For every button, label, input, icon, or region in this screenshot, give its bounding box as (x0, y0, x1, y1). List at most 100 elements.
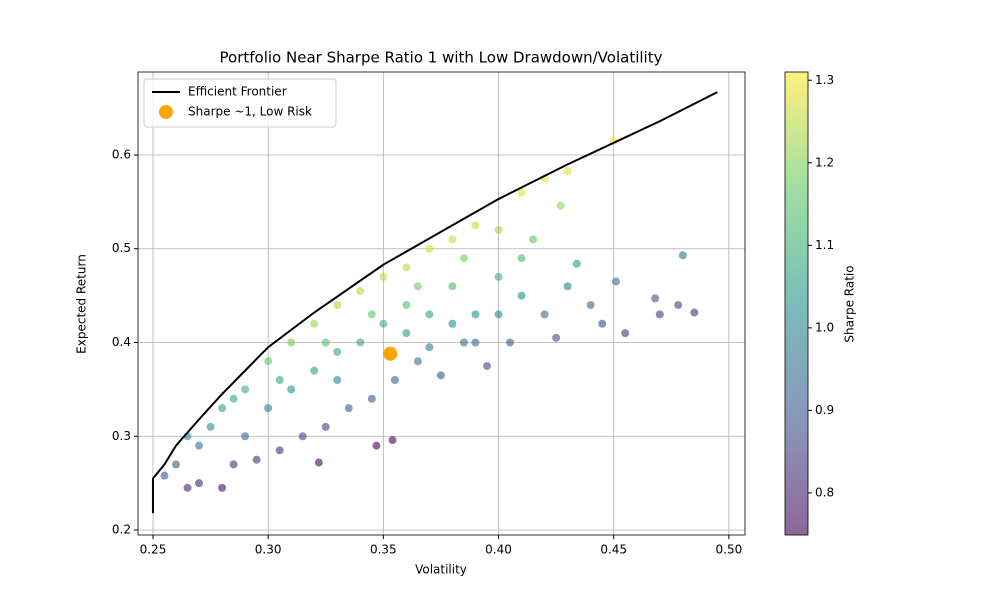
legend-label: Efficient Frontier (188, 85, 287, 99)
portfolio-point (229, 394, 238, 403)
portfolio-point (264, 404, 273, 413)
portfolio-point (356, 286, 365, 295)
portfolio-point (379, 272, 388, 281)
portfolio-point (287, 385, 296, 394)
portfolio-point (448, 319, 457, 328)
portfolio-point (310, 319, 319, 328)
portfolio-point (425, 310, 434, 319)
chart-title: Portfolio Near Sharpe Ratio 1 with Low D… (220, 49, 663, 67)
portfolio-point (344, 404, 353, 413)
portfolio-point (413, 282, 422, 291)
portfolio-point (598, 319, 607, 328)
portfolio-point (494, 272, 503, 281)
portfolio-point (425, 343, 434, 352)
portfolio-point (621, 329, 630, 338)
portfolio-point (529, 235, 538, 244)
portfolio-point (241, 432, 250, 441)
y-tick-label: 0.2 (112, 523, 131, 537)
portfolio-point (275, 446, 284, 455)
portfolio-point (655, 310, 664, 319)
portfolio-point (218, 404, 227, 413)
colorbar-tick-label: 1.0 (815, 320, 834, 334)
portfolio-point (611, 277, 620, 286)
portfolio-point (229, 460, 238, 469)
y-tick-label: 0.5 (112, 241, 131, 255)
portfolio-point (333, 376, 342, 385)
portfolio-point (333, 301, 342, 310)
x-tick-label: 0.25 (140, 543, 167, 557)
colorbar (784, 71, 809, 536)
portfolio-point (413, 357, 422, 366)
portfolio-point (275, 376, 284, 385)
y-tick-label: 0.4 (112, 335, 131, 349)
portfolio-point (321, 422, 330, 431)
portfolio-point (218, 483, 227, 492)
portfolio-point (482, 361, 491, 370)
portfolio-point (172, 460, 181, 469)
portfolio-point (556, 201, 565, 210)
portfolio-point (183, 483, 192, 492)
portfolio-point (310, 366, 319, 375)
portfolio-point (195, 479, 204, 488)
portfolio-point (206, 422, 215, 431)
portfolio-point (448, 282, 457, 291)
portfolio-point (540, 310, 549, 319)
portfolio-point (494, 310, 503, 319)
portfolio-point (195, 441, 204, 450)
portfolio-point (563, 166, 572, 175)
portfolio-point (459, 254, 468, 263)
portfolio-point (402, 329, 411, 338)
x-axis-label: Volatility (415, 563, 467, 577)
portfolio-point (494, 225, 503, 234)
portfolio-point (321, 338, 330, 347)
portfolio-point (287, 338, 296, 347)
colorbar-tick-label: 0.8 (815, 485, 834, 499)
portfolio-point (425, 244, 434, 253)
portfolio-point (372, 441, 381, 450)
portfolio-point (517, 254, 526, 263)
portfolio-point (563, 282, 572, 291)
highlight-point (383, 346, 398, 361)
portfolio-point (160, 471, 169, 480)
portfolio-point (678, 251, 687, 260)
portfolio-point (436, 371, 445, 380)
portfolio-point (367, 310, 376, 319)
portfolio-point (459, 338, 468, 347)
portfolio-point (572, 259, 581, 268)
portfolio-point (471, 310, 480, 319)
portfolio-point (690, 308, 699, 317)
colorbar-label: Sharpe Ratio (843, 265, 857, 342)
x-tick-label: 0.35 (370, 543, 397, 557)
portfolio-point (448, 235, 457, 244)
x-tick-label: 0.40 (485, 543, 512, 557)
colorbar-tick-label: 1.3 (815, 73, 834, 87)
portfolio-point (402, 301, 411, 310)
portfolio-point (356, 338, 365, 347)
y-tick-label: 0.3 (112, 429, 131, 443)
portfolio-point (517, 291, 526, 300)
portfolio-point (264, 357, 273, 366)
x-tick-label: 0.50 (716, 543, 743, 557)
portfolio-point (390, 376, 399, 385)
portfolio-point (252, 455, 261, 464)
colorbar-tick-label: 1.1 (815, 238, 834, 252)
portfolio-point (402, 263, 411, 272)
portfolio-point (314, 458, 323, 467)
colorbar-tick-label: 1.2 (815, 155, 834, 169)
portfolio-point (586, 301, 595, 310)
portfolio-point (506, 338, 515, 347)
portfolio-point (651, 294, 660, 303)
portfolio-point (674, 301, 683, 310)
portfolio-point (241, 385, 250, 394)
legend-marker (159, 105, 173, 119)
portfolio-point (379, 319, 388, 328)
frontier-line (151, 91, 718, 514)
legend-label: Sharpe ~1, Low Risk (188, 105, 312, 119)
portfolio-point (298, 432, 307, 441)
portfolio-point (388, 436, 397, 445)
colorbar-tick-label: 0.9 (815, 403, 834, 417)
portfolio-point (552, 333, 561, 342)
portfolio-point (471, 338, 480, 347)
